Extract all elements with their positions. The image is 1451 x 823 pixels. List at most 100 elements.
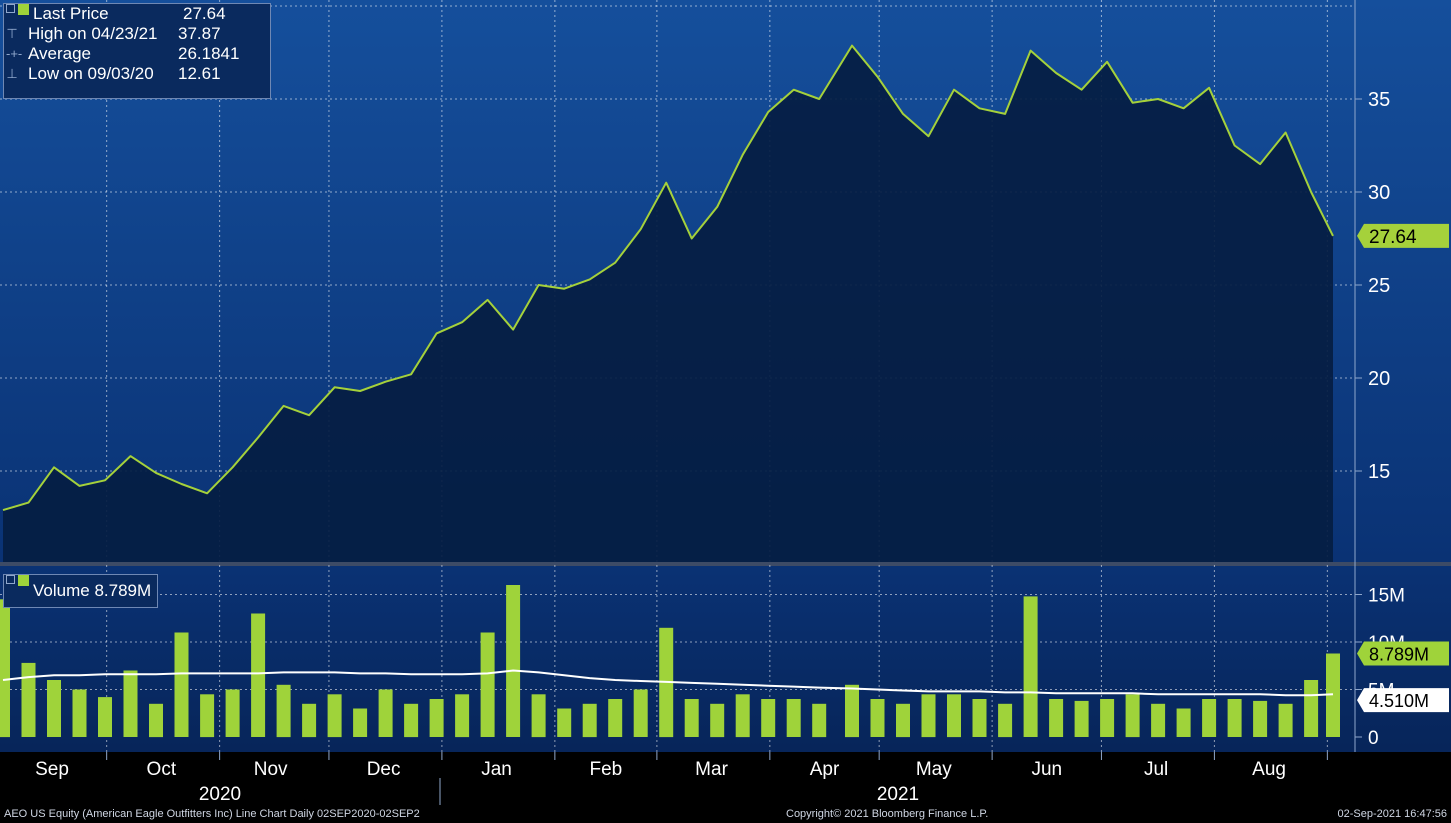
panel-divider[interactable] (0, 562, 1451, 566)
volume-bar (1253, 700, 1268, 737)
price-area (3, 45, 1333, 563)
volume-bar (480, 632, 495, 737)
volume-legend[interactable]: Volume 8.789M (3, 574, 159, 608)
swatch-icon (18, 575, 29, 586)
price-tick-label: 20 (1368, 368, 1390, 390)
time-axis-bg (0, 752, 1451, 805)
volume-bar (302, 703, 317, 738)
volume-tick-label: 0 (1368, 728, 1379, 749)
month-label: Jan (481, 759, 512, 780)
price-series (2, 44, 1334, 563)
volume-bar (200, 694, 215, 738)
volume-bar (870, 699, 885, 737)
last-price-value: 27.64 (183, 4, 226, 23)
footer-timestamp: 02-Sep-2021 16:47:56 (1337, 808, 1447, 820)
volume-bar (98, 697, 112, 737)
volume-bar (149, 703, 163, 738)
swatch-icon (18, 4, 29, 15)
volume-bar (633, 689, 648, 737)
price-axis: 15 20 25 30 35 27.64 (1355, 89, 1449, 483)
volume-bar (429, 699, 444, 737)
legend-row-volume: Volume 8.789M (6, 575, 151, 607)
year-label: 2021 (877, 784, 919, 805)
month-label: Jun (1031, 759, 1062, 780)
volume-bar (684, 699, 699, 737)
volume-bar (1074, 700, 1089, 737)
legend-row-last-price: Last Price 27.64 (6, 4, 268, 24)
low-label: Low on 09/03/20 (28, 64, 154, 83)
volume-bar (896, 703, 910, 738)
year-label: 2020 (199, 784, 241, 805)
volume-bar (812, 703, 827, 738)
volume-bar (998, 703, 1013, 738)
volume-bar (123, 670, 138, 737)
price-legend[interactable]: Last Price 27.64 ⊤ High on 04/23/21 37.8… (3, 3, 271, 99)
last-volume-tag (1357, 641, 1449, 666)
volume-bar (972, 699, 987, 737)
volume-bar (174, 632, 189, 737)
volume-bar (1049, 699, 1064, 737)
volume-bar (47, 680, 61, 737)
low-value: 12.61 (178, 64, 221, 83)
price-tick-label: 30 (1368, 182, 1390, 204)
month-label: Oct (147, 759, 177, 780)
footer-ticker-info: AEO US Equity (American Eagle Outfitters… (4, 808, 420, 820)
month-label: Mar (695, 759, 728, 780)
volume-bar (921, 694, 936, 738)
legend-row-high: ⊤ High on 04/23/21 37.87 (6, 24, 268, 44)
month-label: Apr (810, 759, 840, 780)
footer-bar: AEO US Equity (American Eagle Outfitters… (0, 805, 1451, 823)
last-price-tag (1357, 223, 1449, 248)
volume-label: Volume (33, 581, 90, 600)
volume-bar (557, 708, 572, 737)
month-label: Jul (1144, 759, 1168, 780)
time-axis: Sep Oct Nov Dec Jan Feb Mar Apr May Jun Jul Aug 2020… (0, 752, 1451, 805)
price-tick-label: 25 (1368, 275, 1390, 297)
volume-bar (1202, 699, 1217, 737)
month-label: May (916, 759, 952, 780)
volume-bar (1176, 708, 1191, 737)
volume-bar (710, 703, 725, 738)
footer-copyright: Copyright© 2021 Bloomberg Finance L.P. (786, 808, 989, 820)
volume-bar (506, 585, 521, 737)
volume-bar (1023, 596, 1038, 737)
month-label: Dec (367, 759, 401, 780)
volume-bar (735, 694, 750, 738)
legend-row-low: ⊥ Low on 09/03/20 12.61 (6, 64, 268, 84)
volume-bar (761, 699, 776, 737)
last-price-label: Last Price (33, 4, 109, 23)
month-label: Aug (1252, 759, 1286, 780)
last-price-tag-label: 27.64 (1369, 227, 1417, 248)
average-label: Average (28, 44, 92, 63)
volume-bar (72, 689, 87, 737)
collapse-icon[interactable] (6, 575, 15, 584)
low-marker-icon: ⊥ (6, 66, 18, 81)
volume-bar (1304, 680, 1319, 737)
volume-bar (786, 699, 801, 737)
volume-bar (1278, 703, 1293, 738)
volume-bar (353, 708, 368, 737)
volume-bar (21, 662, 36, 737)
price-tick-label: 35 (1368, 89, 1390, 111)
volume-bar (378, 689, 393, 737)
average-marker-icon: -+- (6, 46, 23, 61)
month-label: Nov (254, 759, 288, 780)
volume-bar (327, 694, 342, 738)
volume-tick-label: 15M (1368, 586, 1405, 607)
volume-value: 8.789M (94, 581, 152, 600)
volume-bar (0, 599, 10, 738)
volume-bar (1125, 694, 1140, 738)
volume-bar (531, 694, 546, 738)
volume-bar (1151, 703, 1166, 738)
high-marker-icon: ⊤ (6, 26, 18, 41)
volume-series (0, 585, 1340, 738)
average-volume-tag-label: 4.510M (1369, 691, 1429, 711)
volume-bar (225, 689, 240, 737)
volume-bar (455, 694, 470, 738)
collapse-icon[interactable] (6, 4, 15, 13)
average-volume-tag (1357, 688, 1449, 713)
high-label: High on 04/23/21 (28, 24, 158, 43)
high-value: 37.87 (178, 24, 221, 43)
